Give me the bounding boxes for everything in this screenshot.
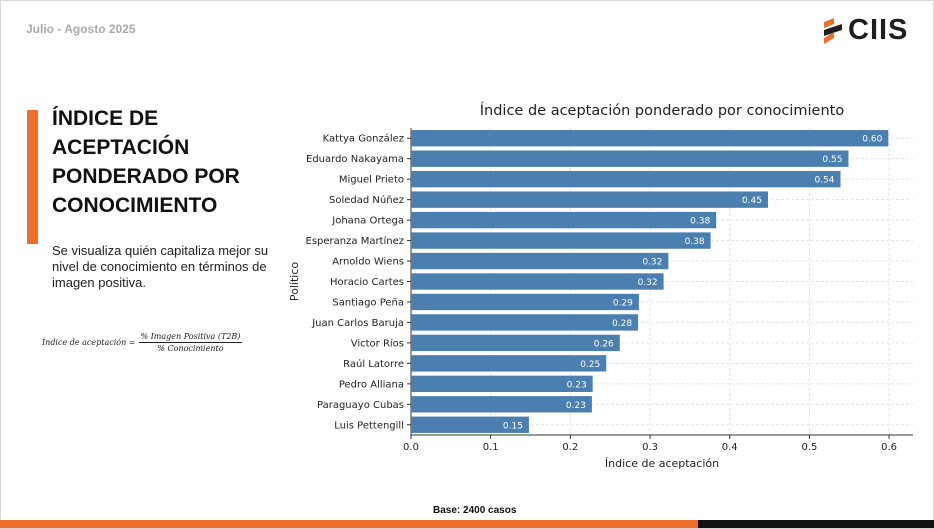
- formula-numerator: % Imagen Positiva (T2B): [138, 332, 243, 343]
- chart-title: Índice de aceptación ponderado por conoc…: [480, 102, 845, 119]
- data-label: 0.38: [685, 237, 705, 247]
- y-tick-label: Raúl Latorre: [343, 358, 404, 370]
- data-label: 0.23: [566, 401, 586, 411]
- footer-bar-black: [698, 520, 934, 528]
- x-axis-title: Índice de aceptación: [605, 457, 719, 470]
- data-label: 0.28: [612, 319, 632, 329]
- data-label: 0.55: [822, 155, 842, 165]
- formula-denominator: % Conocimiento: [157, 344, 224, 353]
- x-tick-label: 0.1: [483, 442, 499, 453]
- y-tick-label: Esperanza Martínez: [306, 235, 404, 247]
- report-period: Julio - Agosto 2025: [26, 22, 136, 36]
- bar: [411, 232, 711, 249]
- x-tick-label: 0.6: [881, 442, 897, 453]
- data-label: 0.25: [580, 360, 600, 370]
- sample-base: Base: 2400 casos: [433, 505, 517, 516]
- bar: [411, 416, 529, 433]
- y-tick-label: Paraguayo Cubas: [317, 400, 404, 411]
- y-tick-label: Arnoldo Wiens: [332, 257, 404, 268]
- y-tick-label: Pedro Alliana: [339, 379, 404, 390]
- y-tick-label: Johana Ortega: [331, 216, 404, 227]
- acceptance-formula: Índice de aceptación = % Imagen Positiva…: [42, 332, 243, 353]
- bar: [411, 130, 889, 147]
- y-tick-label: Victor Ríos: [351, 337, 404, 349]
- bar: [411, 293, 639, 311]
- y-tick-label: Luis Pettengill: [334, 420, 404, 431]
- x-tick-label: 0.0: [403, 442, 419, 453]
- data-label: 0.32: [638, 278, 658, 288]
- logo-text: CIIS: [848, 14, 909, 46]
- x-tick-label: 0.4: [722, 442, 738, 453]
- data-label: 0.29: [613, 298, 633, 308]
- y-tick-label: Santiago Peña: [332, 297, 404, 308]
- bar: [411, 396, 592, 413]
- bar: [411, 355, 607, 372]
- acceptance-bar-chart: Kattya González 0.60 Eduardo Nakayama 0.55 M…: [288, 102, 913, 470]
- y-tick-label: Miguel Prieto: [339, 175, 404, 186]
- bar: [411, 150, 849, 167]
- data-label: 0.60: [862, 135, 882, 145]
- y-axis-title: Político: [288, 262, 301, 302]
- y-tick-label: Soledad Núñez: [329, 194, 404, 206]
- formula-fraction: % Imagen Positiva (T2B) % Conocimiento: [138, 332, 243, 353]
- bar: [411, 211, 717, 229]
- data-label: 0.32: [642, 258, 662, 268]
- footer-bar-orange: [0, 520, 698, 528]
- y-tick-label: Eduardo Nakayama: [306, 154, 404, 165]
- data-label: 0.23: [567, 380, 587, 390]
- data-label: 0.54: [814, 176, 834, 186]
- x-tick-label: 0.2: [562, 442, 578, 453]
- section-title: ÍNDICE DE ACEPTACIÓN PONDERADO POR CONOC…: [52, 107, 240, 217]
- bar: [411, 170, 841, 188]
- data-label: 0.15: [503, 421, 523, 431]
- ciis-logo: CIIS: [822, 14, 908, 47]
- bar: [411, 273, 664, 290]
- y-tick-label: Kattya González: [323, 133, 404, 145]
- logo-mark-icon: [824, 17, 842, 44]
- y-tick-label: Horacio Cartes: [330, 277, 404, 288]
- x-tick-label: 0.5: [801, 442, 817, 453]
- section-description: Se visualiza quién capitaliza mejor su n…: [52, 243, 269, 290]
- bar: [411, 375, 593, 393]
- bar: [411, 191, 768, 208]
- bar: [411, 314, 639, 331]
- data-label: 0.45: [742, 196, 762, 206]
- x-tick-label: 0.3: [642, 442, 658, 453]
- bar: [411, 334, 620, 352]
- accent-bar: [27, 110, 38, 244]
- data-label: 0.38: [690, 217, 710, 227]
- bar: [411, 252, 669, 270]
- y-tick-label: Juan Carlos Baruja: [311, 318, 404, 329]
- formula-lhs: Índice de aceptación =: [42, 338, 136, 347]
- data-label: 0.26: [594, 339, 614, 349]
